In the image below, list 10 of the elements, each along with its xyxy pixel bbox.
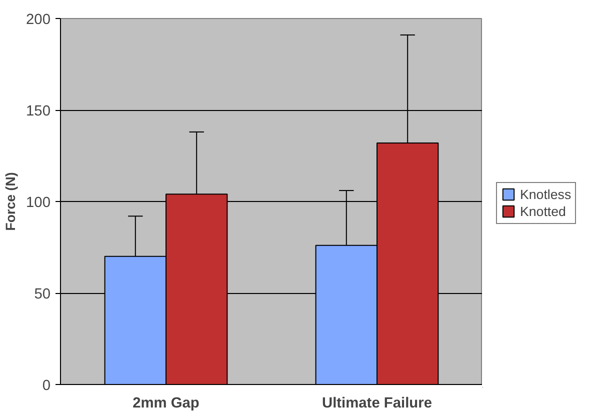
y-tick-label: 150	[26, 104, 51, 120]
x-tick-label: Ultimate Failure	[322, 396, 432, 412]
y-tick-label: 50	[34, 286, 51, 302]
y-axis-title: Force (N)	[3, 172, 18, 231]
y-tick-label: 0	[42, 378, 51, 394]
y-tick-label: 100	[26, 195, 51, 211]
legend-label: Knotless	[520, 186, 572, 202]
x-tick-label: 2mm Gap	[132, 396, 200, 412]
y-tick-label: 200	[26, 12, 51, 28]
legend-label: Knotted	[520, 204, 566, 218]
